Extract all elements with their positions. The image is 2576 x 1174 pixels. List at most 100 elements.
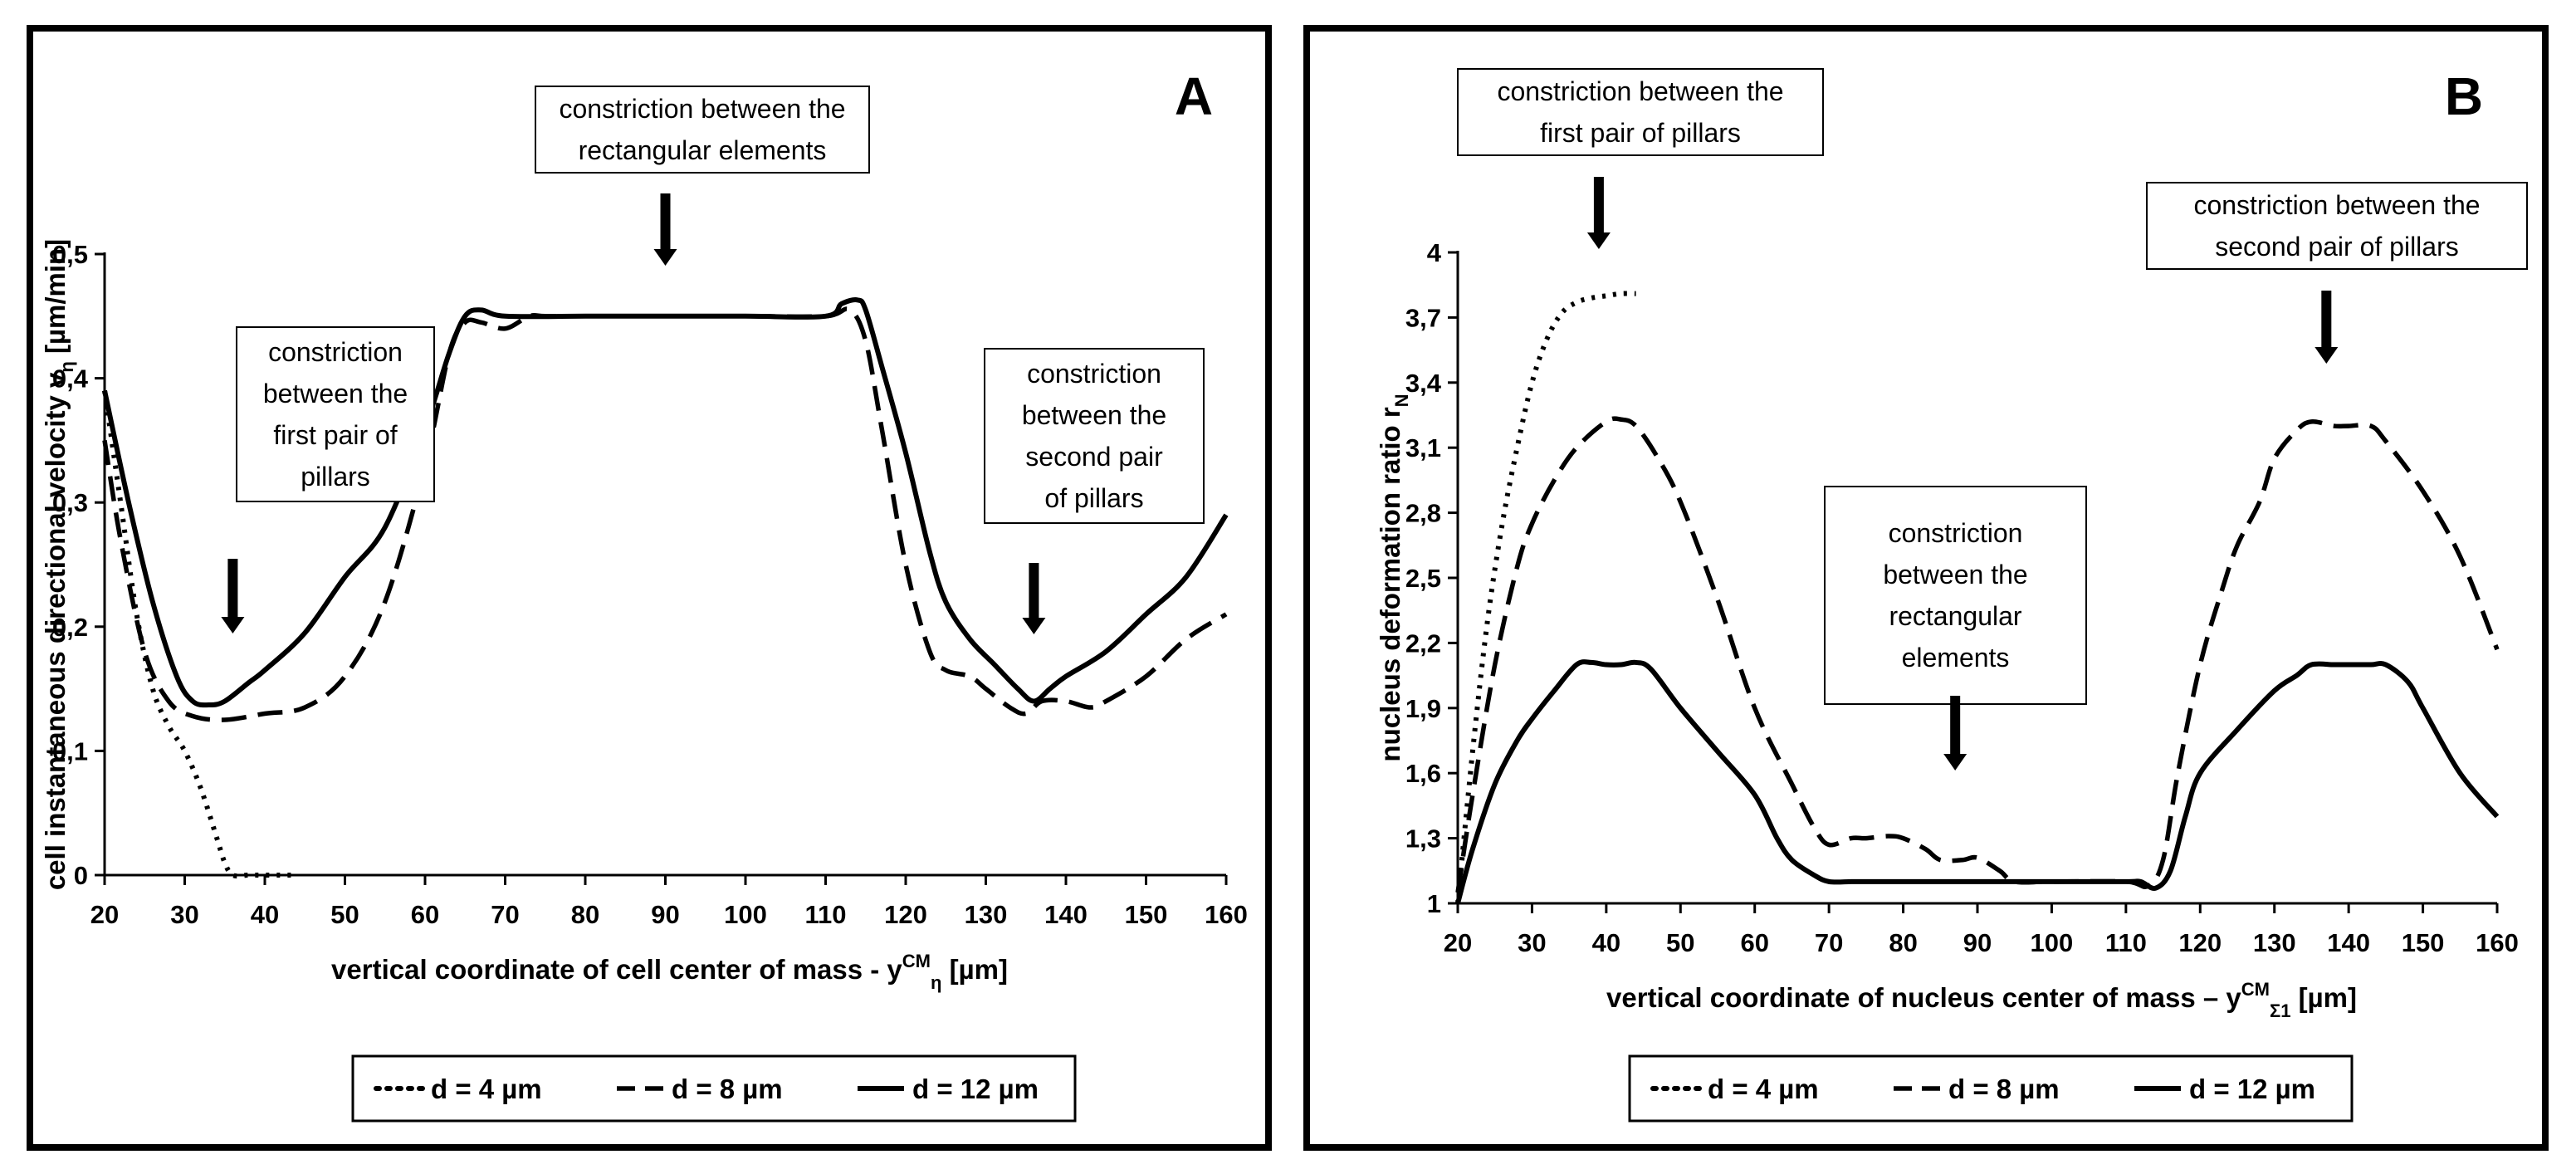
chart-a-series-solid [102, 297, 1229, 708]
chart-a-legend: d = 4 µm d = 8 µm d = 12 µm [351, 1054, 1077, 1123]
chart-a-annotation: constriction between the second pair of pil… [984, 348, 1205, 634]
chart-b-y-tick-label: 3,4 [1405, 369, 1442, 398]
chart-b-x-tick-label: 110 [2105, 928, 2147, 957]
chart-a-annotation-arrow-head [221, 617, 245, 633]
chart-a-annotation-box [236, 326, 435, 502]
chart-b-x-tick-label: 160 [2476, 928, 2519, 957]
chart-a-x-tick-label: 80 [571, 900, 599, 929]
chart-b-x-tick-label: 20 [1444, 928, 1472, 957]
chart-a-x-tick-label: 100 [724, 900, 767, 929]
chart-b-annotation-arrow-head [1586, 232, 1611, 249]
chart-a-x-tick-label: 70 [491, 900, 519, 929]
chart-a-y-tick-label: 0,2 [52, 613, 88, 642]
chart-a-annotation-text: second pair [1025, 442, 1163, 472]
chart-b-annotation: constriction between the first pair of pi… [1457, 68, 1824, 249]
chart-b-x-tick-label: 30 [1518, 928, 1546, 957]
chart-a-y-axis-title: cell instantaneous directional velocity … [40, 239, 77, 890]
chart-b-y-tick-label: 3,7 [1405, 303, 1441, 332]
chart-a-x-tick-label: 160 [1205, 900, 1248, 929]
chart-a-svg: 0 0,1 0,2 0,3 0,4 0,5 20 30 40 50 60 70 80 90 100 110 12… [40, 66, 1248, 1123]
chart-a-x-tick-label: 130 [965, 900, 1008, 929]
chart-a-legend-label: d = 8 µm [672, 1074, 783, 1104]
chart-b-panel-letter: B [2445, 66, 2483, 126]
chart-a-annotation-text: first pair of [273, 420, 397, 450]
chart-a-y-tick-label: 0 [74, 861, 88, 890]
chart-a-x-tick-label: 40 [251, 900, 279, 929]
chart-b-annotation: constriction between the second pair of p… [2146, 182, 2528, 364]
chart-b-y-tick-label: 2,5 [1405, 564, 1441, 593]
chart-b-y-tick-label: 4 [1427, 238, 1442, 267]
chart-a-x-tick-label: 110 [804, 900, 846, 929]
chart-a-x-tick-label: 120 [884, 900, 927, 929]
chart-a-annotation-arrow-shaft [1029, 563, 1039, 619]
chart-a-annotation-box [535, 86, 870, 174]
chart-b-legend: d = 4 µm d = 8 µm d = 12 µm [1628, 1054, 2354, 1123]
chart-b-y-tick-label: 2,8 [1405, 499, 1441, 528]
chart-b-annotation-arrow-shaft [1593, 177, 1604, 234]
chart-a-annotation-text: between the [263, 379, 408, 408]
chart-a-annotation: constriction between the rectangular elem… [535, 86, 870, 266]
chart-a-x-tick-label: 50 [330, 900, 359, 929]
chart-a-panel-letter: A [1175, 66, 1213, 126]
chart-b-y-tick-label: 1,3 [1405, 824, 1441, 854]
chart-a-legend-label: d = 12 µm [912, 1074, 1039, 1104]
chart-a-annotation: constriction between the first pair of pill… [221, 326, 435, 633]
chart-a-annotation-arrow-shaft [227, 559, 238, 619]
chart-b-annotation-text: first pair of pillars [1540, 118, 1741, 148]
chart-b-annotation: constriction between the rectangular elemen… [1824, 486, 2087, 770]
chart-b-x-tick-label: 40 [1592, 928, 1620, 957]
chart-a-y-tick-label: 0,3 [52, 488, 88, 517]
chart-b-x-tick-label: 120 [2178, 928, 2222, 957]
chart-b-x-tick-label: 130 [2253, 928, 2296, 957]
chart-b-x-axis-title: vertical coordinate of nucleus center of… [1606, 979, 2357, 1021]
chart-b-x-tick-label: 50 [1666, 928, 1694, 957]
chart-b-legend-box [1628, 1054, 2354, 1123]
chart-a-annotation-text: rectangular elements [579, 135, 827, 165]
chart-b-x-tick-label: 60 [1740, 928, 1768, 957]
chart-b-legend-label: d = 12 µm [2189, 1074, 2315, 1104]
chart-a-y-tick-label: 0,5 [52, 240, 88, 269]
chart-b-annotation-text: constriction [1889, 518, 2023, 548]
chart-a-y-tick-label: 0,1 [52, 736, 88, 766]
chart-a-annotation-text: of pillars [1044, 483, 1143, 513]
chart-panel-b: 1 1,3 1,6 1,9 2,2 2,5 2,8 3,1 3,4 3,7 4 20 30 40 50 60 7… [1303, 25, 2549, 1151]
chart-b-annotation-box [1824, 486, 2087, 705]
chart-a-legend-label: d = 4 µm [431, 1074, 542, 1104]
chart-b-legend-label: d = 8 µm [1948, 1074, 2060, 1104]
chart-b-y-axis-title: nucleus deformation ratio rN [1375, 394, 1412, 761]
chart-a-legend-box [351, 1054, 1077, 1123]
chart-b-annotation-text: second pair of pillars [2215, 232, 2458, 262]
chart-b-x-tick-label: 80 [1889, 928, 1917, 957]
chart-b-annotation-arrow-shaft [2321, 291, 2332, 349]
chart-a-annotation-arrow-head [653, 249, 677, 266]
chart-b-annotation-box [1457, 68, 1824, 156]
chart-b-annotation-text: constriction between the [1497, 76, 1783, 106]
chart-b-annotation-arrow-shaft [1950, 696, 1961, 756]
chart-a-x-tick-label: 60 [411, 900, 439, 929]
chart-a-series-dotted [102, 390, 297, 879]
chart-a-annotation-text: constriction [268, 337, 403, 367]
chart-b-y-tick-label: 1,6 [1405, 759, 1441, 788]
chart-b-x-tick-label: 70 [1815, 928, 1843, 957]
chart-b-annotation-box [2146, 182, 2528, 270]
chart-b-annotation-text: between the [1883, 560, 2027, 589]
chart-a-y-tick-label: 0,4 [52, 364, 89, 394]
chart-b-y-tick-label: 1 [1427, 889, 1441, 918]
chart-b-svg: 1 1,3 1,6 1,9 2,2 2,5 2,8 3,1 3,4 3,7 4 20 30 40 50 60 7… [1375, 66, 2528, 1123]
chart-a-x-tick-label: 90 [651, 900, 679, 929]
chart-b-annotation-arrow-head [1943, 754, 1967, 770]
chart-b-y-tick-label: 2,2 [1405, 629, 1441, 658]
chart-b-annotation-text: rectangular [1889, 601, 2021, 631]
chart-a-annotation-box [984, 348, 1205, 524]
chart-a-annotation-text: between the [1022, 400, 1166, 430]
chart-b-x-tick-label: 90 [1963, 928, 1992, 957]
chart-panel-a: 0 0,1 0,2 0,3 0,4 0,5 20 30 40 50 60 70 80 90 100 110 12… [27, 25, 1272, 1151]
chart-b-x-tick-label: 150 [2402, 928, 2445, 957]
chart-a-annotation-text: pillars [301, 462, 370, 492]
chart-a-annotation-text: constriction between the [559, 94, 845, 124]
chart-b-series-solid [1455, 659, 2500, 904]
chart-a-annotation-arrow-head [1022, 618, 1046, 634]
chart-b-annotation-arrow-head [2314, 347, 2339, 364]
chart-b-y-tick-label: 3,1 [1405, 433, 1441, 462]
chart-a-x-tick-label: 20 [90, 900, 119, 929]
